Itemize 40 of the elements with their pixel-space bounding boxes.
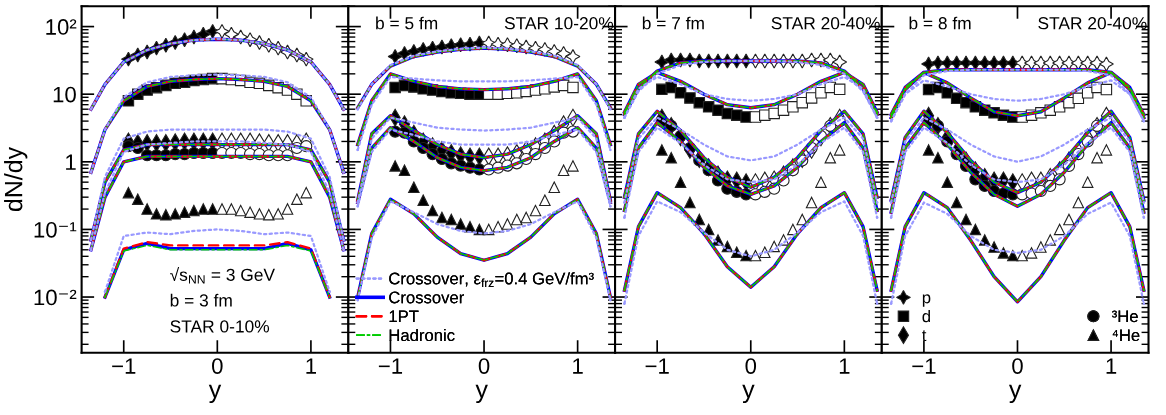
legend-label: ³He — [1111, 310, 1138, 323]
annotation: b = 8 fm — [909, 16, 971, 30]
x-axis-title: y — [208, 384, 222, 404]
legend-label: d — [922, 310, 930, 323]
annotation: STAR 10-20% — [504, 17, 614, 30]
x-tick-label: 1 — [306, 358, 316, 374]
annotation: b = 5 fm — [376, 16, 438, 30]
x-tick-label: 0 — [212, 358, 223, 374]
legend-label: 1PT — [389, 310, 419, 323]
legend-label: p — [922, 294, 931, 307]
annotation: b = 3 fm — [170, 293, 232, 307]
x-axis-title: y — [475, 384, 488, 404]
y-tick-label: 10² — [46, 19, 77, 35]
y-tick-label: 10⁻² — [34, 289, 77, 306]
legend-label: t — [922, 330, 927, 342]
annotation: b = 7 fm — [642, 16, 704, 30]
x-tick-label: 1 — [573, 358, 583, 374]
annotation: √s$_{NN}$ = 3 GeV — [170, 267, 275, 284]
x-tick-label: 1 — [839, 358, 850, 374]
x-tick-label: 0 — [478, 358, 490, 374]
x-tick-label: −1 — [378, 358, 403, 374]
y-tick-label: 10 — [53, 86, 76, 103]
annotation: STAR 20-40% — [1038, 17, 1147, 30]
x-tick-label: 0 — [1012, 358, 1023, 374]
x-tick-label: −1 — [645, 358, 669, 374]
x-axis-title: y — [1008, 384, 1022, 404]
legend-label: Crossover, ε$_{frz}$=0.4 GeV/fm³ — [389, 272, 594, 287]
x-axis-title: y — [742, 384, 755, 404]
x-tick-label: −1 — [912, 358, 936, 374]
y-tick-label: 1 — [66, 154, 76, 170]
x-tick-label: 1 — [1106, 358, 1117, 374]
legend-label: ⁴He — [1112, 329, 1140, 342]
x-tick-label: −1 — [112, 358, 136, 374]
legend-label: Crossover — [389, 291, 465, 304]
y-axis-title: dN/dy — [4, 146, 28, 212]
annotation: STAR 0-10% — [170, 320, 270, 333]
y-tick-label: 10⁻¹ — [34, 221, 77, 238]
legend-label: Hadronic — [389, 328, 455, 342]
x-tick-label: 0 — [745, 358, 757, 374]
annotation: STAR 20-40% — [771, 17, 880, 30]
